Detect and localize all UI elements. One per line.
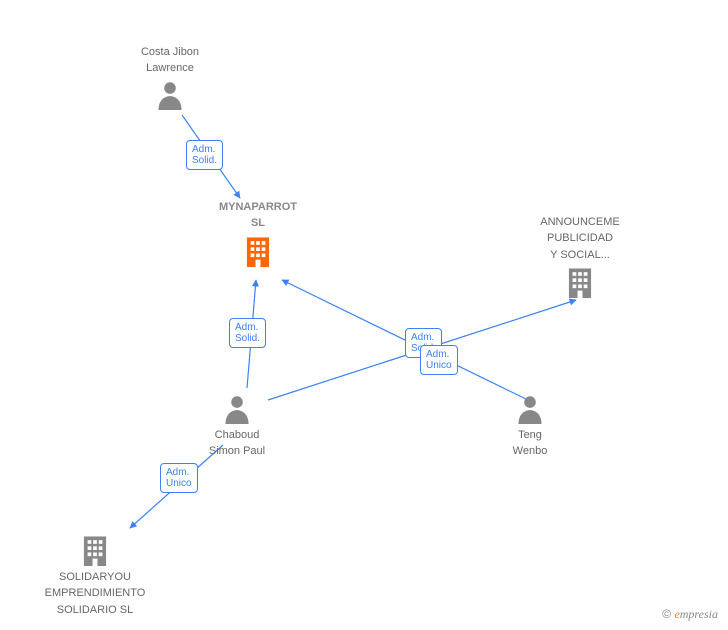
node-label-line: SL	[203, 216, 313, 230]
edge-label-line: Adm.	[426, 349, 452, 360]
edge-label-line: Adm.	[411, 332, 436, 343]
edge-label-line: Adm.	[192, 144, 217, 155]
edge-label-line: Solid.	[235, 333, 260, 344]
brand-rest: mpresia	[680, 607, 718, 621]
node-label-line: EMPRENDIMIENTO	[40, 586, 150, 600]
node-label-line: Lawrence	[115, 61, 225, 75]
edge-label-costa-mynaparrot: Adm.Solid.	[186, 140, 223, 170]
edge-label-line: Adm.	[235, 322, 260, 333]
node-solidaryou[interactable]: SOLIDARYOU EMPRENDIMIENTO SOLIDARIO SL	[40, 530, 150, 619]
node-announceme[interactable]: ANNOUNCEME PUBLICIDAD Y SOCIAL...	[525, 215, 635, 298]
building-icon	[525, 266, 635, 298]
node-label-line: Simon Paul	[182, 444, 292, 458]
node-chaboud[interactable]: Chaboud Simon Paul	[182, 390, 292, 461]
person-icon	[115, 80, 225, 110]
node-label-line: ANNOUNCEME	[525, 215, 635, 229]
node-teng[interactable]: Teng Wenbo	[475, 390, 585, 461]
person-icon	[182, 394, 292, 424]
node-label-line: Teng	[475, 428, 585, 442]
edge-label-line: Adm.	[166, 467, 192, 478]
node-mynaparrot[interactable]: MYNAPARROT SL	[203, 200, 313, 267]
copyright: © empresia	[662, 607, 718, 622]
edge-label-line: Solid.	[192, 155, 217, 166]
edge-label-chaboud-mynaparrot: Adm.Solid.	[229, 318, 266, 348]
building-icon	[40, 534, 150, 566]
edge-label-chaboud-solidaryou: Adm.Unico	[160, 463, 198, 493]
edge-label-line: Unico	[166, 478, 192, 489]
copyright-symbol: ©	[662, 607, 671, 621]
node-label-line: Wenbo	[475, 444, 585, 458]
node-label-line: Y SOCIAL...	[525, 248, 635, 262]
building-icon	[203, 235, 313, 267]
person-icon	[475, 394, 585, 424]
node-label-line: SOLIDARIO SL	[40, 603, 150, 617]
node-label-line: PUBLICIDAD	[525, 231, 635, 245]
node-label-line: MYNAPARROT	[203, 200, 313, 214]
node-label-line: Chaboud	[182, 428, 292, 442]
node-label-line: Costa Jibon	[115, 45, 225, 59]
node-label-line: SOLIDARYOU	[40, 570, 150, 584]
edge-label-line: Unico	[426, 360, 452, 371]
node-costa[interactable]: Costa Jibon Lawrence	[115, 45, 225, 110]
edge-label-teng-mynaparrot: Adm.Unico	[420, 345, 458, 375]
